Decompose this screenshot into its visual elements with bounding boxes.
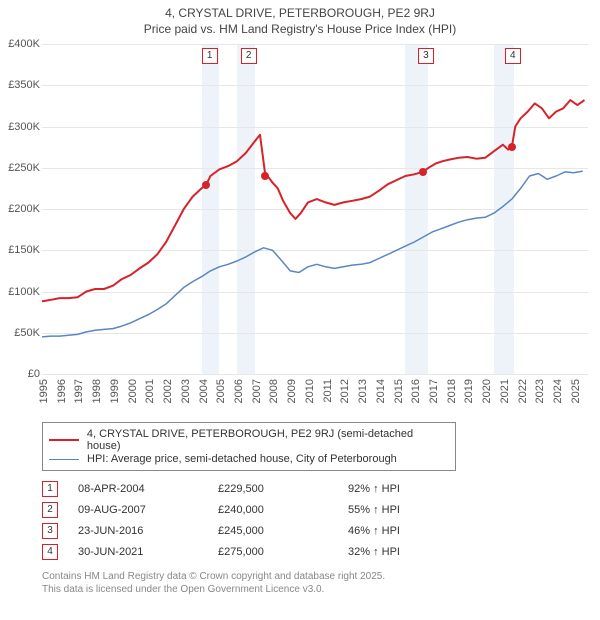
chart-titles: 4, CRYSTAL DRIVE, PETERBOROUGH, PE2 9RJ … <box>0 0 600 36</box>
transactions-table: 1 08-APR-2004£229,50092% ↑ HPI 2 09-AUG-200… <box>42 481 600 560</box>
transaction-vs-hpi: 32% ↑ HPI <box>348 546 478 558</box>
transaction-price: £229,500 <box>218 483 348 495</box>
chart-title-line2: Price paid vs. HM Land Registry's House … <box>0 22 600 36</box>
transaction-marker: 4 <box>505 48 521 64</box>
chart-area: £0 £50K £100K £150K £200K £250K £300K £350K £400… <box>0 36 600 416</box>
transaction-date: 30-JUN-2021 <box>78 546 218 558</box>
transaction-number: 3 <box>42 523 58 539</box>
y-tick-label: £250K <box>0 162 40 174</box>
y-tick-label: £50K <box>0 327 40 339</box>
y-tick-label: £100K <box>0 286 40 298</box>
transaction-date: 09-AUG-2007 <box>78 504 218 516</box>
transaction-vs-hpi: 92% ↑ HPI <box>348 483 478 495</box>
transaction-dot <box>419 168 427 176</box>
attribution-footer: Contains HM Land Registry data © Crown c… <box>42 570 600 596</box>
y-tick-label: £0 <box>0 368 40 380</box>
transaction-row: 2 09-AUG-2007£240,00055% ↑ HPI <box>42 502 600 518</box>
y-tick-label: £300K <box>0 121 40 133</box>
transaction-marker: 3 <box>418 48 434 64</box>
transaction-dot <box>508 143 516 151</box>
transaction-date: 23-JUN-2016 <box>78 525 218 537</box>
grid-line <box>42 374 588 375</box>
footer-line2: This data is licensed under the Open Gov… <box>42 583 600 596</box>
transaction-row: 4 30-JUN-2021£275,00032% ↑ HPI <box>42 544 600 560</box>
y-tick-label: £400K <box>0 38 40 50</box>
transaction-dot <box>202 181 210 189</box>
transaction-marker: 2 <box>241 48 257 64</box>
transaction-price: £240,000 <box>218 504 348 516</box>
series-line-hpi <box>42 171 583 337</box>
legend-row: HPI: Average price, semi-detached house,… <box>49 453 449 465</box>
transaction-row: 3 23-JUN-2016£245,00046% ↑ HPI <box>42 523 600 539</box>
transaction-row: 1 08-APR-2004£229,50092% ↑ HPI <box>42 481 600 497</box>
transaction-vs-hpi: 55% ↑ HPI <box>348 504 478 516</box>
transaction-marker: 1 <box>202 48 218 64</box>
transaction-number: 2 <box>42 502 58 518</box>
series-line-property <box>42 100 585 301</box>
y-tick-label: £350K <box>0 79 40 91</box>
x-tick-label: 2025 <box>570 379 600 403</box>
transaction-price: £275,000 <box>218 546 348 558</box>
chart-page: { "title": { "line1": "4, CRYSTAL DRIVE,… <box>0 0 600 620</box>
legend-label: HPI: Average price, semi-detached house,… <box>87 453 397 465</box>
transaction-number: 1 <box>42 481 58 497</box>
legend-label: 4, CRYSTAL DRIVE, PETERBOROUGH, PE2 9RJ … <box>87 428 449 452</box>
transaction-vs-hpi: 46% ↑ HPI <box>348 525 478 537</box>
transaction-number: 4 <box>42 544 58 560</box>
transaction-dot <box>261 172 269 180</box>
line-series-svg <box>42 44 588 374</box>
chart-title-line1: 4, CRYSTAL DRIVE, PETERBOROUGH, PE2 9RJ <box>0 6 600 20</box>
legend-box: 4, CRYSTAL DRIVE, PETERBOROUGH, PE2 9RJ … <box>42 422 456 471</box>
footer-line1: Contains HM Land Registry data © Crown c… <box>42 570 600 583</box>
legend-swatch <box>49 439 79 441</box>
transaction-price: £245,000 <box>218 525 348 537</box>
plot-area: 1 2 3 4 <box>42 44 588 375</box>
transaction-date: 08-APR-2004 <box>78 483 218 495</box>
y-tick-label: £150K <box>0 244 40 256</box>
legend-swatch <box>49 459 79 460</box>
y-tick-label: £200K <box>0 203 40 215</box>
legend-row: 4, CRYSTAL DRIVE, PETERBOROUGH, PE2 9RJ … <box>49 428 449 452</box>
